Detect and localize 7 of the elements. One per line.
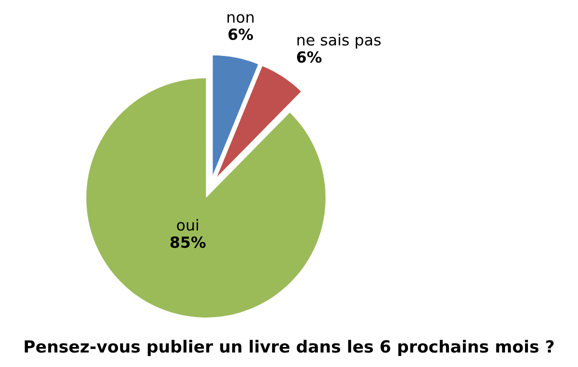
slice-label: oui <box>177 218 198 231</box>
text: Pensez-vous publier un livre dans les 6 prochains mois ? <box>24 340 554 356</box>
data-label: 6% <box>228 28 253 40</box>
data-label: 6% <box>297 51 322 63</box>
slice-label: ne sais pas <box>297 34 381 49</box>
data-label: 85% <box>170 236 206 248</box>
slice-label: non <box>228 14 254 23</box>
